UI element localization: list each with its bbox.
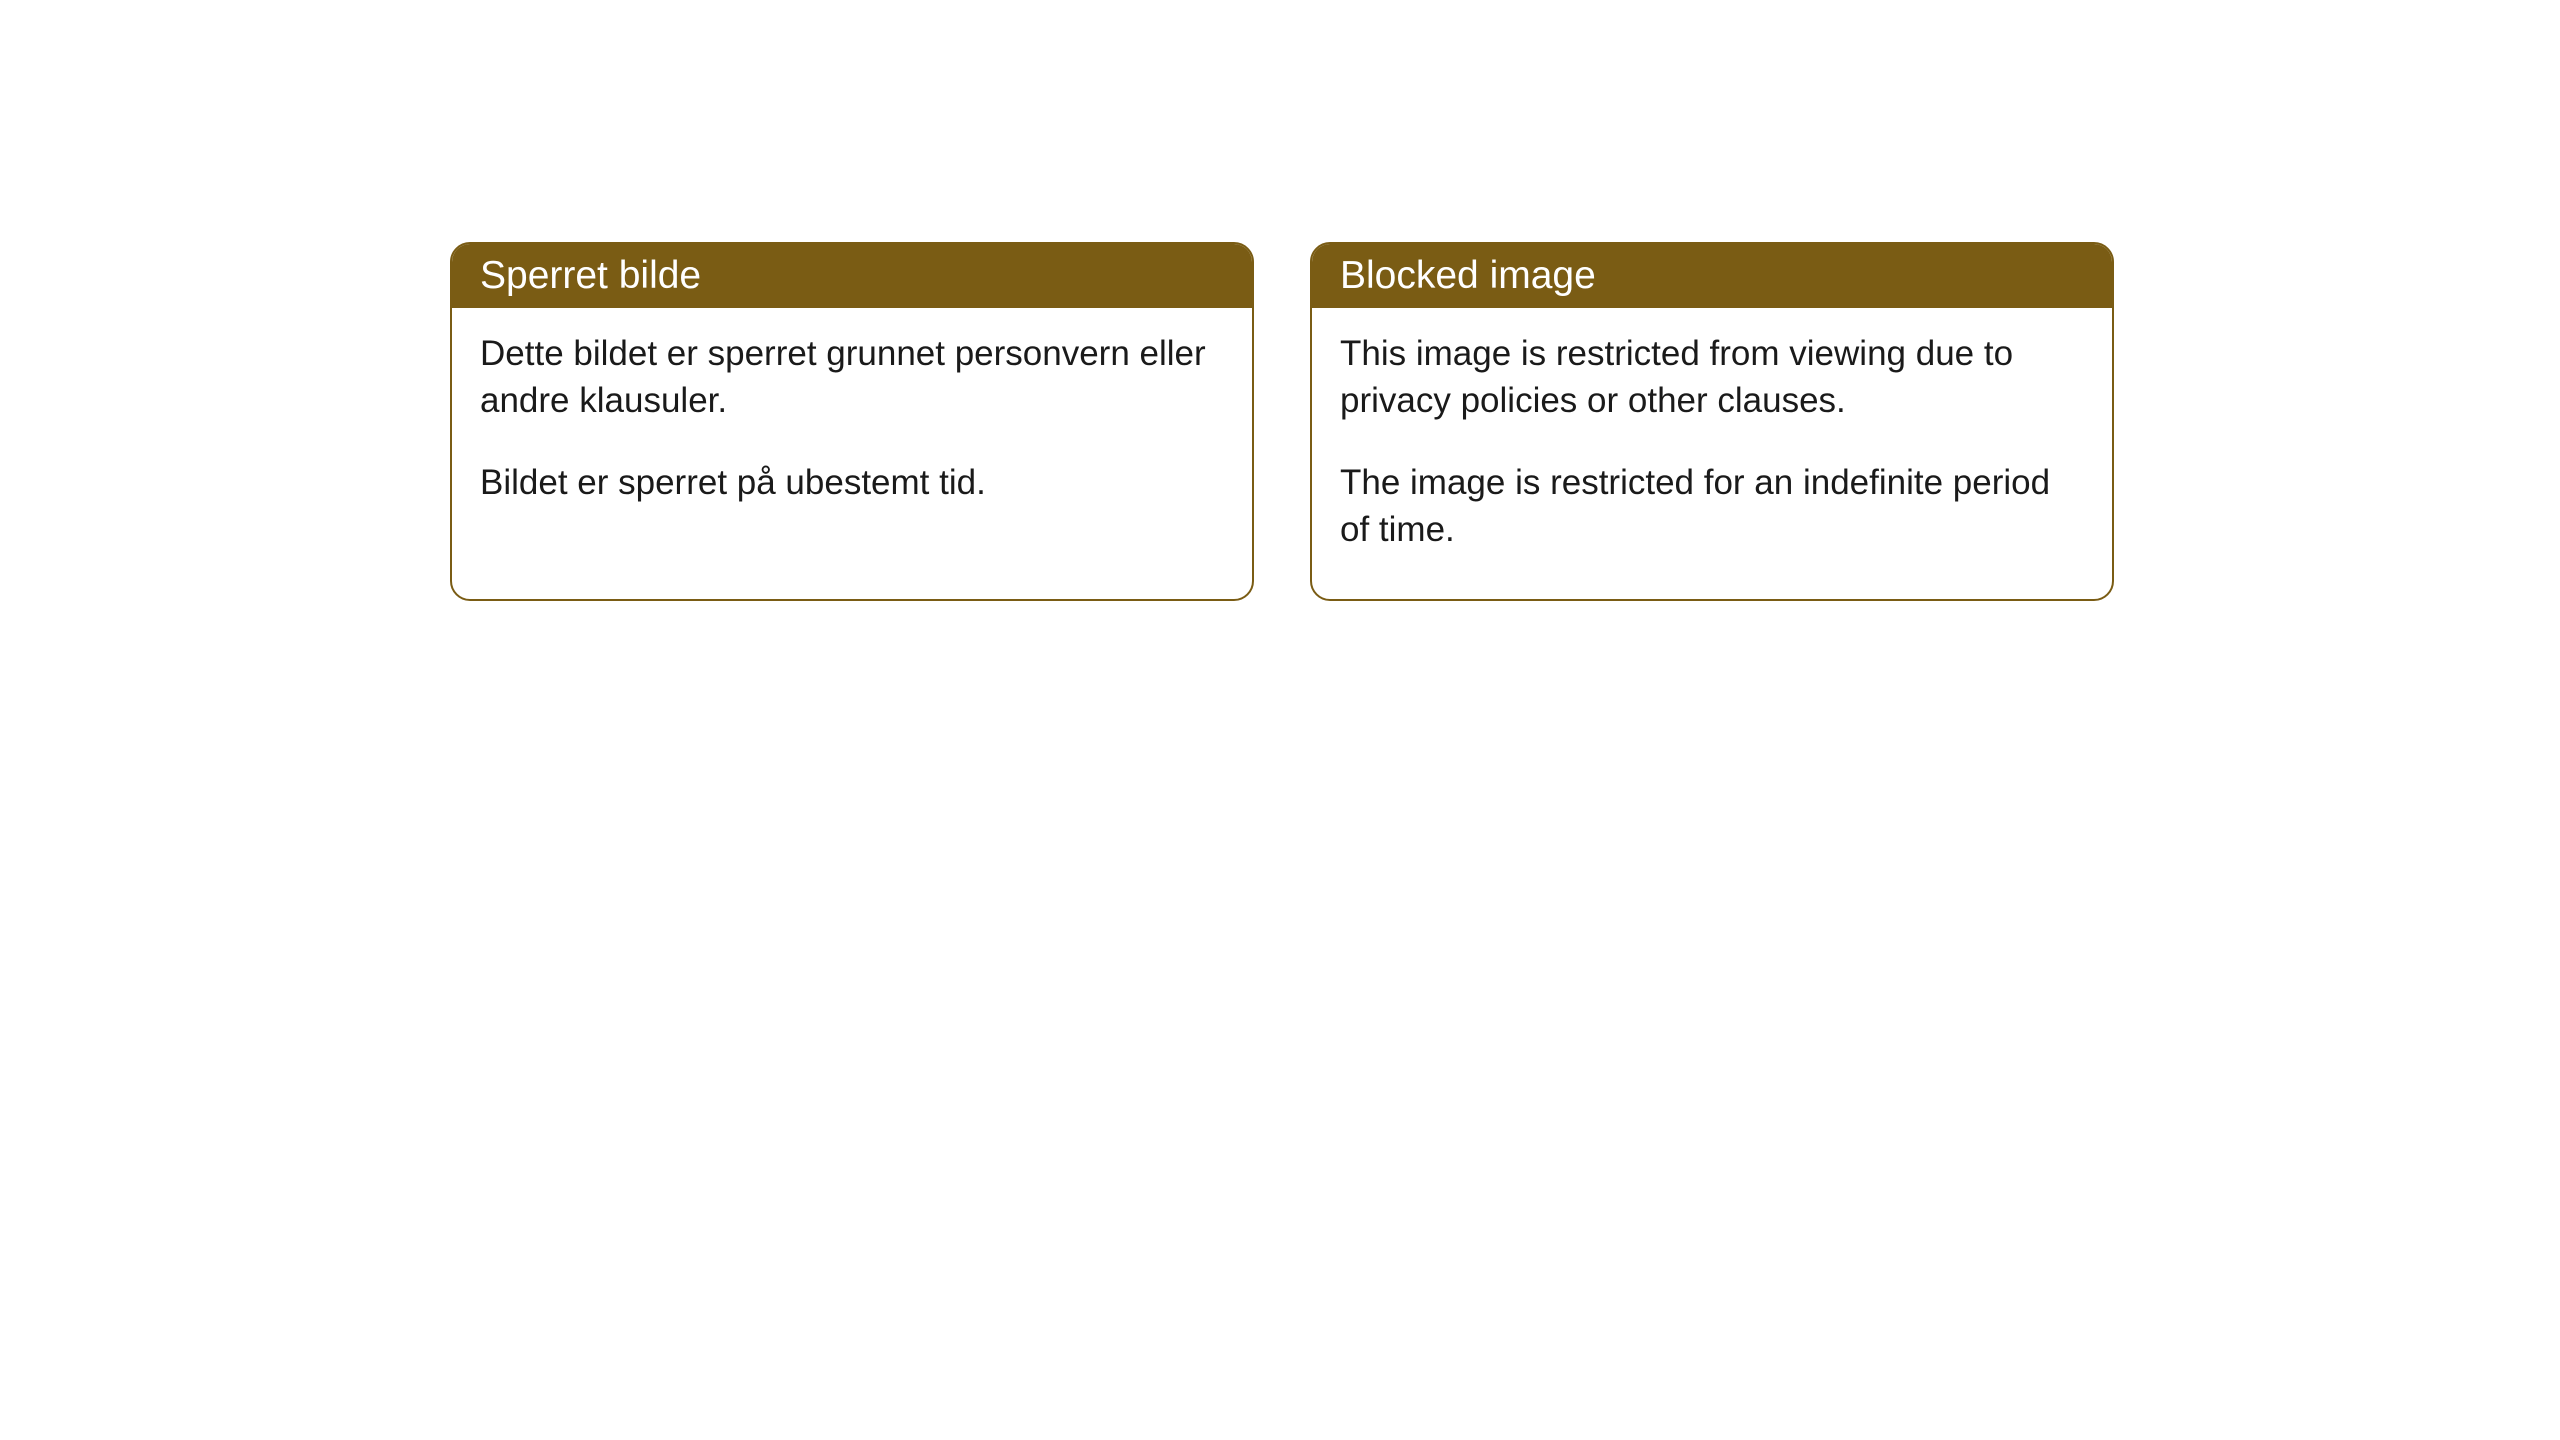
blocked-image-card-en: Blocked image This image is restricted f…	[1310, 242, 2114, 601]
card-body-en: This image is restricted from viewing du…	[1312, 308, 2112, 599]
card-header-no: Sperret bilde	[452, 244, 1252, 308]
card-paragraph-1-no: Dette bildet er sperret grunnet personve…	[480, 330, 1224, 425]
card-title-en: Blocked image	[1340, 254, 1596, 297]
card-title-no: Sperret bilde	[480, 254, 701, 297]
card-paragraph-1-en: This image is restricted from viewing du…	[1340, 330, 2084, 425]
notice-cards-container: Sperret bilde Dette bildet er sperret gr…	[0, 0, 2560, 601]
card-body-no: Dette bildet er sperret grunnet personve…	[452, 308, 1252, 552]
card-paragraph-2-en: The image is restricted for an indefinit…	[1340, 459, 2084, 554]
card-paragraph-2-no: Bildet er sperret på ubestemt tid.	[480, 459, 1224, 506]
blocked-image-card-no: Sperret bilde Dette bildet er sperret gr…	[450, 242, 1254, 601]
card-header-en: Blocked image	[1312, 244, 2112, 308]
